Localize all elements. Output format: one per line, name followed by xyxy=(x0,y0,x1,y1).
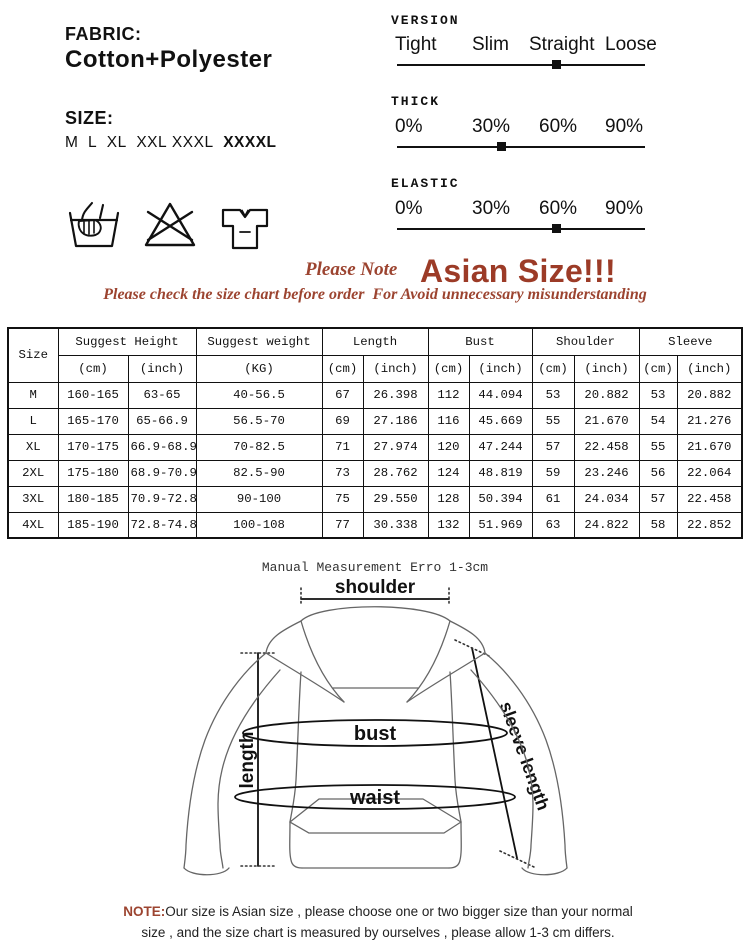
svg-text:shoulder: shoulder xyxy=(335,577,416,598)
svg-text:bust: bust xyxy=(354,723,397,745)
svg-text:length: length xyxy=(237,732,258,789)
svg-text:waist: waist xyxy=(349,787,400,809)
